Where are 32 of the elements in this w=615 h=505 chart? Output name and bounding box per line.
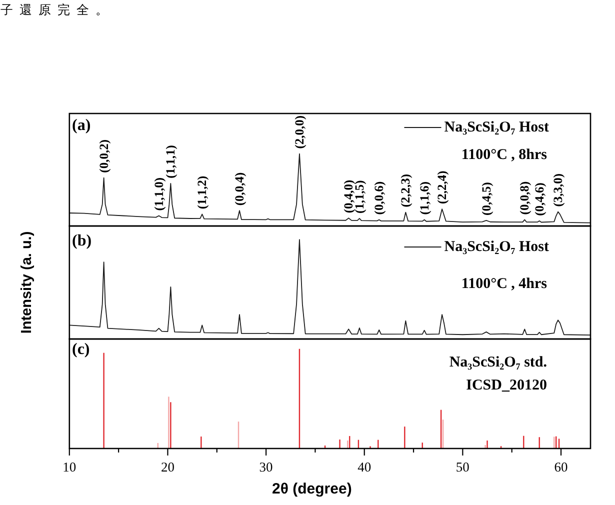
x-tick-label: 60 bbox=[554, 459, 568, 474]
x-tick-label: 50 bbox=[456, 459, 470, 474]
annotation: (0,0,2) bbox=[96, 140, 111, 173]
annotation: (1,1,2) bbox=[195, 176, 210, 210]
annotation: (1,1,1) bbox=[164, 145, 178, 178]
annotation: 1100°C , 8hrs bbox=[461, 147, 548, 163]
annotation: 1100°C , 4hrs bbox=[461, 276, 548, 292]
text: 子還原完全。 bbox=[0, 2, 114, 17]
x-tick-label: 20 bbox=[160, 459, 175, 474]
annotation: (2,2,3) bbox=[398, 174, 413, 208]
y-axis-title: Intensity (a. u.) bbox=[19, 231, 35, 334]
legend-label: Na₃ScSi₂O₇ Host bbox=[444, 120, 549, 136]
x-tick-label: 30 bbox=[259, 459, 274, 474]
x-tick-label: 40 bbox=[358, 459, 372, 474]
annotation: (0,0,6) bbox=[372, 181, 386, 215]
chart-title: (a) bbox=[72, 116, 91, 134]
annotation: (1,1,6) bbox=[417, 181, 432, 215]
chart-title: (c) bbox=[72, 340, 90, 358]
chart-title: (b) bbox=[72, 232, 92, 249]
annotation: (2,0,0) bbox=[292, 115, 306, 149]
annotation: ICSD_20120 bbox=[466, 378, 547, 394]
annotation: (0,0,8) bbox=[518, 181, 532, 215]
annotation: (0,0,4) bbox=[232, 172, 246, 206]
annotation: (1,1,0) bbox=[152, 177, 166, 211]
x-tick-label: 10 bbox=[62, 459, 76, 474]
annotation: (0,4,6) bbox=[532, 182, 546, 216]
legend-label: Na₃ScSi₂O₇ Host bbox=[444, 239, 549, 255]
annotation: Na₃ScSi₂O₇ std. bbox=[449, 354, 548, 370]
annotation: (2,2,4) bbox=[435, 170, 450, 204]
x-axis-title: 2θ (degree) bbox=[272, 480, 352, 498]
annotation: (3,3,0) bbox=[551, 173, 566, 207]
annotation: (0,4,5) bbox=[479, 182, 494, 216]
